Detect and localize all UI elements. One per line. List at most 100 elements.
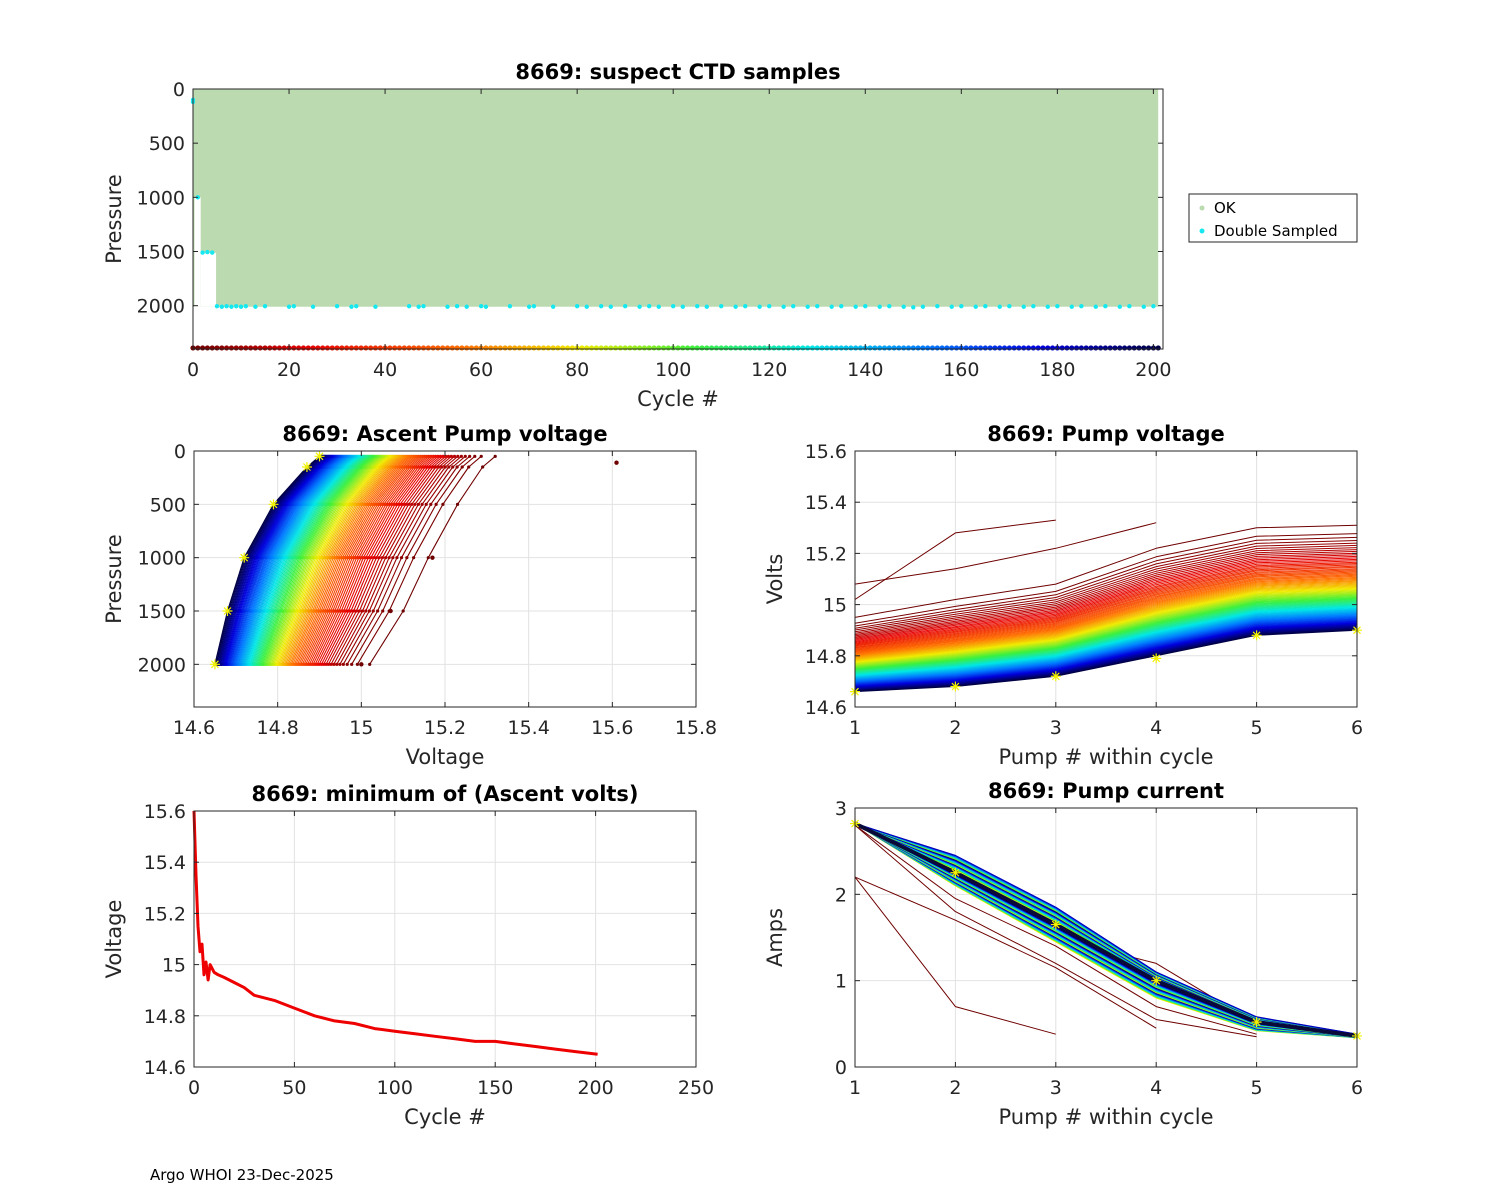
star-marker bbox=[301, 462, 312, 472]
pump-voltage-line bbox=[854, 550, 1358, 637]
pump-voltage-line bbox=[854, 588, 1358, 663]
ascent-profile-line bbox=[270, 455, 384, 665]
ascent-profile-line bbox=[328, 455, 449, 665]
pump-voltage-line bbox=[854, 577, 1358, 656]
double-sampled-point bbox=[416, 304, 421, 309]
cycle-color-dot bbox=[1117, 345, 1123, 351]
ascent-point bbox=[395, 556, 399, 560]
ascent-point bbox=[339, 609, 343, 613]
ascent-point bbox=[434, 454, 438, 458]
double-sampled-point bbox=[853, 304, 858, 309]
cycle-color-dot bbox=[833, 345, 840, 351]
pump-voltage-line bbox=[854, 606, 1358, 676]
star-marker bbox=[222, 606, 233, 616]
star-marker bbox=[1050, 919, 1061, 930]
ascent-profile-line bbox=[271, 455, 386, 665]
ascent-profile-line bbox=[224, 455, 332, 665]
cycle-color-dot bbox=[915, 345, 921, 351]
ascent-profile-line bbox=[305, 455, 424, 665]
chart-min-volts: 0 50 100 150 200 250 14.6 14.8 15 15.2 15.4 15.6 866… bbox=[102, 782, 714, 1129]
x-tick-label: 15.2 bbox=[424, 717, 466, 739]
x-tick-label: 2 bbox=[949, 1077, 961, 1099]
cycle-color-dot bbox=[353, 345, 359, 351]
pump-voltage-line bbox=[854, 600, 1358, 672]
ascent-profile-line bbox=[257, 455, 370, 665]
cycle-color-dot bbox=[660, 345, 667, 351]
double-sampled-point bbox=[598, 304, 604, 309]
x-axis-label: Cycle # bbox=[637, 387, 719, 411]
pump-voltage-line bbox=[854, 592, 1358, 666]
cycle-color-dot bbox=[502, 345, 508, 351]
ascent-profile-line bbox=[236, 455, 345, 665]
cycle-color-dot bbox=[1126, 345, 1132, 351]
y-tick-label: 15.4 bbox=[144, 852, 186, 874]
cycle-color-dot bbox=[267, 345, 273, 351]
cycle-color-dot bbox=[1102, 345, 1108, 351]
ascent-point bbox=[349, 609, 353, 613]
ascent-point bbox=[438, 454, 443, 458]
pump-voltage-line bbox=[854, 557, 1358, 641]
pump-voltage-line bbox=[854, 598, 1358, 670]
cycle-color-dot bbox=[795, 345, 801, 351]
ascent-profile-line bbox=[247, 455, 357, 665]
ascent-profile-line bbox=[256, 455, 368, 665]
y-tick-label: 0 bbox=[174, 441, 186, 463]
cycle-color-dot bbox=[406, 345, 412, 351]
y-axis-label: Amps bbox=[763, 908, 787, 967]
cycle-color-dot bbox=[1093, 345, 1099, 351]
cycle-color-dot bbox=[848, 345, 854, 351]
ascent-profile-line bbox=[226, 455, 334, 665]
ascent-point bbox=[412, 556, 416, 560]
double-sampled-point bbox=[286, 304, 292, 309]
ascent-point bbox=[401, 502, 405, 506]
axes-box bbox=[854, 807, 1358, 1068]
ascent-point bbox=[410, 502, 414, 506]
cycle-color-dot bbox=[685, 345, 691, 351]
double-sampled-point bbox=[608, 304, 613, 309]
cycle-color-dot bbox=[492, 345, 499, 351]
double-sampled-point bbox=[406, 304, 412, 309]
legend: OK Double Sampled bbox=[1188, 193, 1358, 243]
cycle-color-dot bbox=[473, 345, 479, 351]
ascent-point bbox=[405, 556, 409, 560]
cycle-color-dot bbox=[497, 345, 503, 351]
ascent-profile-line bbox=[235, 455, 344, 665]
x-tick-label: 4 bbox=[1150, 717, 1162, 739]
x-tick-label: 80 bbox=[565, 359, 589, 381]
ascent-point bbox=[401, 609, 405, 613]
pump-voltage-line bbox=[854, 561, 1358, 645]
cycle-color-dot bbox=[588, 345, 595, 351]
pump-current-line bbox=[854, 822, 1358, 1035]
cycle-color-dot bbox=[392, 345, 398, 351]
cycle-color-dot bbox=[219, 345, 225, 351]
double-sampled-point bbox=[1103, 304, 1108, 309]
ascent-point bbox=[447, 465, 451, 469]
cycle-color-dot bbox=[737, 345, 744, 351]
ascent-point bbox=[376, 609, 380, 613]
pump-voltage-line bbox=[854, 608, 1358, 677]
double-sampled-point bbox=[243, 304, 249, 309]
ascent-profile-line bbox=[285, 455, 401, 665]
ascent-point bbox=[364, 556, 368, 560]
cycle-color-dot bbox=[329, 345, 335, 351]
cycle-color-dot bbox=[291, 345, 297, 351]
pump-voltage-line bbox=[854, 576, 1358, 655]
cycle-color-dot bbox=[540, 345, 547, 351]
x-tick-label: 6 bbox=[1351, 717, 1363, 739]
cycle-color-dot bbox=[1073, 345, 1080, 351]
ascent-profile-line bbox=[316, 455, 436, 665]
cycle-color-dot bbox=[368, 345, 374, 351]
cycle-color-dot bbox=[411, 345, 417, 351]
cycle-color-dot bbox=[1006, 345, 1012, 351]
cycle-color-dot bbox=[1011, 345, 1017, 351]
star-marker bbox=[1251, 1017, 1262, 1028]
cycle-color-dot bbox=[905, 345, 912, 351]
cycle-color-dot bbox=[555, 345, 561, 351]
double-sampled-point bbox=[911, 305, 916, 310]
cycle-color-dot bbox=[977, 345, 984, 351]
cycle-color-dot bbox=[1078, 345, 1084, 351]
ascent-point bbox=[344, 609, 348, 613]
double-sampled-point bbox=[695, 304, 700, 309]
ascent-profile-line bbox=[262, 455, 375, 665]
y-tick-label: 1500 bbox=[137, 242, 185, 264]
